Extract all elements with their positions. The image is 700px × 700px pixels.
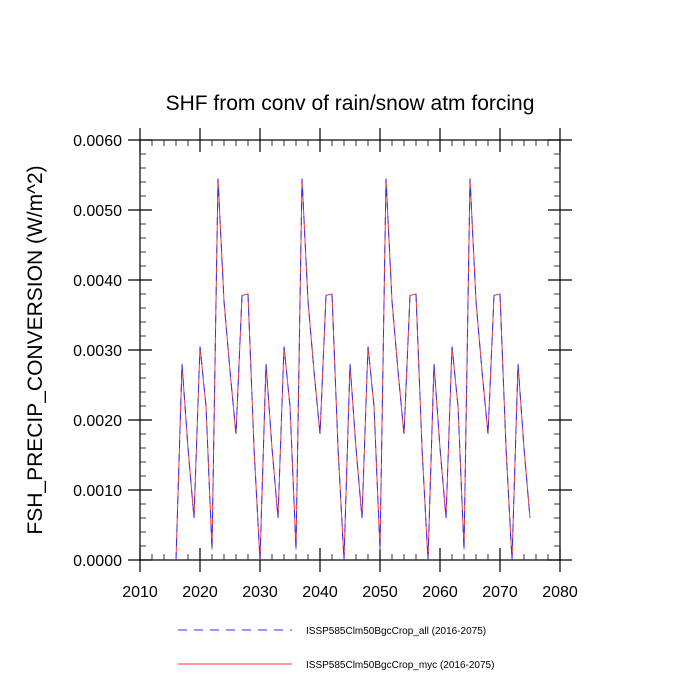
plot-frame (139, 139, 561, 561)
minor-ticks (140, 140, 560, 560)
major-ticks (128, 128, 572, 572)
chart-title: SHF from conv of rain/snow atm forcing (166, 92, 535, 115)
legend: ISSP585Clm50BgcCrop_all (2016-2075) ISSP5… (178, 626, 494, 671)
x-tick-label: 2040 (302, 584, 338, 601)
y-tick-label: 0.0020 (73, 413, 122, 430)
series-line-1 (175, 178, 531, 561)
x-tick-label: 2020 (182, 584, 218, 601)
y-tick-labels: 0.0000 0.0010 0.0020 0.0030 0.0040 0.0050 0.00… (73, 133, 122, 570)
y-tick-label: 0.0050 (73, 203, 122, 220)
y-tick-label: 0.0060 (73, 133, 122, 150)
x-tick-label: 2030 (242, 584, 278, 601)
x-tick-label: 2060 (422, 584, 458, 601)
y-axis-title: FSH_PRECIP_CONVERSION (W/m^2) (24, 165, 47, 534)
legend-label: ISSP585Clm50BgcCrop_myc (2016-2075) (306, 660, 494, 671)
x-tick-labels: 2010 2020 2030 2040 2050 2060 2070 2080 (122, 584, 578, 601)
x-tick-label: 2070 (482, 584, 518, 601)
y-tick-label: 0.0030 (73, 343, 122, 360)
series-layer (175, 178, 531, 561)
y-tick-label: 0.0040 (73, 273, 122, 290)
x-tick-label: 2050 (362, 584, 398, 601)
y-tick-label: 0.0000 (73, 553, 122, 570)
x-tick-label: 2080 (542, 584, 578, 601)
legend-label: ISSP585Clm50BgcCrop_all (2016-2075) (306, 626, 486, 637)
series-line-0 (175, 178, 531, 561)
x-tick-label: 2010 (122, 584, 158, 601)
y-tick-label: 0.0010 (73, 483, 122, 500)
